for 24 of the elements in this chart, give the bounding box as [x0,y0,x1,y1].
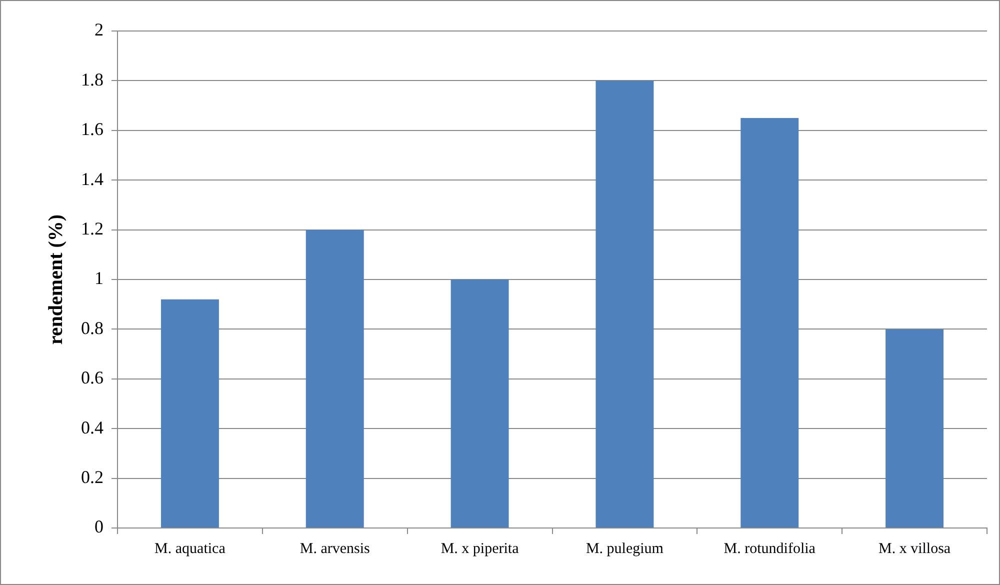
y-tick-label: 0 [94,516,104,537]
y-tick-label: 0.6 [81,368,104,388]
y-tick-label: 1 [94,268,104,288]
bar [450,280,509,528]
bar [306,230,364,528]
bar [740,118,799,528]
x-tick-label: M. arvensis [300,540,370,557]
x-tick-label: M. x villosa [878,540,951,557]
y-axis-title: rendement (%) [45,214,68,345]
y-tick-label: 0.8 [81,318,104,338]
x-tick-label: M. pulegium [586,540,664,557]
bar [160,299,219,528]
x-tick-label: M. aquatica [154,540,226,557]
y-tick-label: 2 [94,20,104,40]
x-tick-label: M. x piperita [440,540,520,557]
bar [886,329,944,528]
y-tick-label: 1.2 [81,218,104,239]
bar [596,80,654,528]
y-tick-label: 1.4 [81,168,104,189]
x-tick-label: M. rotundifolia [724,540,816,557]
y-tick-label: 1.8 [81,69,104,90]
y-tick-label: 1.6 [81,119,104,140]
y-tick-label: 0.2 [81,467,104,488]
y-tick-label: 0.4 [81,417,104,438]
